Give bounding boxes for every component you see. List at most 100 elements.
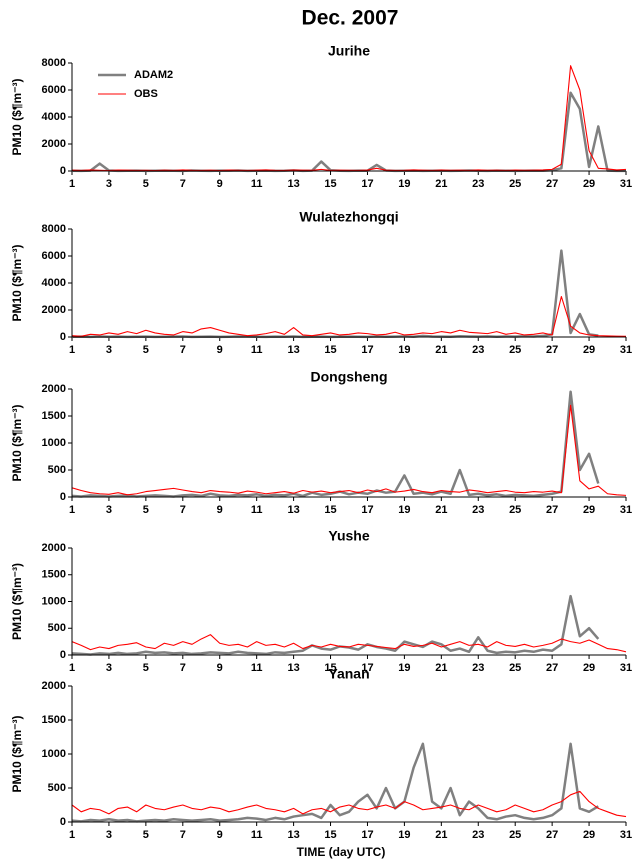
x-tick-label: 3 — [106, 829, 112, 841]
x-tick-label: 27 — [546, 344, 558, 356]
x-tick-label: 21 — [435, 344, 447, 356]
x-tick-label: 9 — [217, 178, 223, 190]
series-line — [71, 91, 626, 173]
y-tick-label: 0 — [60, 649, 66, 661]
x-tick-label: 21 — [435, 178, 447, 190]
y-tick-label: 500 — [48, 782, 66, 794]
y-tick-label: 1000 — [42, 748, 66, 760]
x-tick-label: 17 — [361, 504, 373, 516]
x-axis-label: TIME (day UTC) — [297, 845, 386, 859]
series-line — [71, 65, 627, 172]
x-tick-label: 3 — [106, 344, 112, 356]
x-tick-label: 29 — [583, 662, 595, 674]
series-line — [71, 295, 627, 337]
y-axis-label: PM10 ($¶m⁻³) — [10, 244, 24, 321]
x-tick-label: 27 — [546, 829, 558, 841]
x-tick-label: 15 — [324, 178, 336, 190]
x-tick-label: 9 — [217, 504, 223, 516]
legend-label: OBS — [134, 88, 158, 100]
x-tick-label: 3 — [106, 504, 112, 516]
x-tick-label: 7 — [180, 662, 186, 674]
x-tick-label: 5 — [143, 178, 149, 190]
x-tick-label: 21 — [435, 662, 447, 674]
x-tick-label: 29 — [583, 504, 595, 516]
x-tick-label: 19 — [398, 662, 410, 674]
y-tick-label: 1000 — [42, 595, 66, 607]
x-tick-label: 21 — [435, 829, 447, 841]
x-tick-label: 27 — [546, 504, 558, 516]
y-tick-label: 0 — [60, 816, 66, 828]
x-tick-label: 31 — [620, 662, 632, 674]
x-tick-label: 3 — [106, 178, 112, 190]
x-tick-label: 25 — [509, 344, 521, 356]
x-tick-label: 19 — [398, 344, 410, 356]
x-tick-label: 17 — [361, 662, 373, 674]
x-tick-label: 15 — [324, 344, 336, 356]
y-tick-label: 2000 — [42, 542, 66, 554]
x-tick-label: 7 — [180, 504, 186, 516]
y-tick-label: 4000 — [42, 111, 66, 123]
y-tick-label: 0 — [60, 165, 66, 177]
y-tick-label: 6000 — [42, 250, 66, 262]
series-line — [71, 790, 627, 818]
x-tick-label: 15 — [324, 504, 336, 516]
x-tick-label: 29 — [583, 829, 595, 841]
x-tick-label: 11 — [251, 178, 263, 190]
series-line — [71, 634, 627, 653]
x-tick-label: 1 — [69, 344, 75, 356]
x-tick-label: 29 — [583, 344, 595, 356]
y-tick-label: 1500 — [42, 569, 66, 581]
y-tick-label: 1500 — [42, 410, 66, 422]
x-tick-label: 1 — [69, 662, 75, 674]
y-tick-label: 2000 — [42, 138, 66, 150]
y-tick-label: 2000 — [42, 383, 66, 395]
x-tick-label: 27 — [546, 662, 558, 674]
x-tick-label: 13 — [287, 662, 299, 674]
x-tick-label: 31 — [620, 178, 632, 190]
y-tick-label: 0 — [60, 331, 66, 343]
x-tick-label: 17 — [361, 344, 373, 356]
x-tick-label: 25 — [509, 829, 521, 841]
x-tick-label: 15 — [324, 662, 336, 674]
x-tick-label: 11 — [251, 504, 263, 516]
y-tick-label: 500 — [48, 464, 66, 476]
x-tick-label: 13 — [287, 344, 299, 356]
x-tick-label: 15 — [324, 829, 336, 841]
x-tick-label: 1 — [69, 178, 75, 190]
x-tick-label: 23 — [472, 504, 484, 516]
x-tick-label: 5 — [143, 344, 149, 356]
panel-title: Dongsheng — [311, 369, 388, 385]
y-tick-label: 6000 — [42, 84, 66, 96]
series-line — [71, 249, 599, 339]
y-axis-label: PM10 ($¶m⁻³) — [10, 563, 24, 640]
x-tick-label: 5 — [143, 662, 149, 674]
x-tick-label: 19 — [398, 829, 410, 841]
x-tick-label: 3 — [106, 662, 112, 674]
panel-title: Yanan — [328, 666, 369, 682]
x-tick-label: 7 — [180, 829, 186, 841]
x-tick-label: 31 — [620, 344, 632, 356]
x-tick-label: 1 — [69, 504, 75, 516]
x-tick-label: 13 — [287, 504, 299, 516]
x-tick-label: 13 — [287, 178, 299, 190]
y-tick-label: 8000 — [42, 57, 66, 69]
x-tick-label: 9 — [217, 344, 223, 356]
legend-label: ADAM2 — [134, 69, 173, 81]
x-tick-label: 23 — [472, 662, 484, 674]
series-line — [71, 742, 599, 823]
x-tick-label: 31 — [620, 829, 632, 841]
x-tick-label: 27 — [546, 178, 558, 190]
x-tick-label: 25 — [509, 178, 521, 190]
x-tick-label: 1 — [69, 829, 75, 841]
x-tick-label: 11 — [251, 829, 263, 841]
x-tick-label: 23 — [472, 178, 484, 190]
x-tick-label: 23 — [472, 344, 484, 356]
x-tick-label: 9 — [217, 829, 223, 841]
panel-title: Yushe — [328, 528, 369, 544]
x-tick-label: 31 — [620, 504, 632, 516]
x-tick-label: 25 — [509, 662, 521, 674]
y-tick-label: 1500 — [42, 714, 66, 726]
y-tick-label: 0 — [60, 491, 66, 503]
